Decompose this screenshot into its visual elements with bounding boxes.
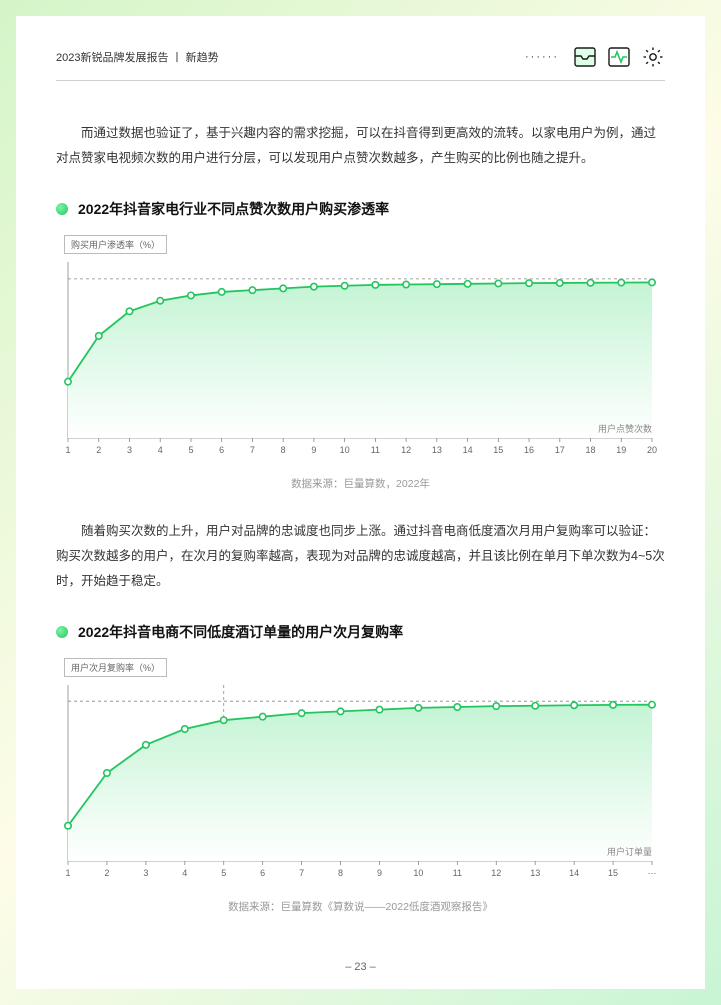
svg-text:13: 13 — [530, 868, 540, 878]
chart1-source: 数据来源：巨量算数，2022年 — [56, 476, 665, 491]
chart2: 用户次月复购率（%） 123456789101112131415···用户订单量 — [56, 658, 665, 889]
svg-text:4: 4 — [182, 868, 187, 878]
svg-text:5: 5 — [188, 445, 193, 455]
svg-text:5: 5 — [221, 868, 226, 878]
svg-text:3: 3 — [143, 868, 148, 878]
header-title: 2023新锐品牌发展报告 丨 新趋势 — [56, 49, 219, 65]
chart1-y-label: 购买用户渗透率（%） — [64, 235, 167, 254]
header-dots: ······ — [525, 51, 559, 63]
chart2-title-row: 2022年抖音电商不同低度酒订单量的用户次月复购率 — [56, 622, 665, 642]
svg-text:1: 1 — [65, 868, 70, 878]
chart1-svg: 1234567891011121314151617181920用户点赞次数 — [56, 256, 664, 466]
svg-text:15: 15 — [493, 445, 503, 455]
svg-text:···: ··· — [648, 868, 657, 878]
svg-text:6: 6 — [219, 445, 224, 455]
chart2-title: 2022年抖音电商不同低度酒订单量的用户次月复购率 — [78, 622, 403, 642]
svg-text:8: 8 — [281, 445, 286, 455]
svg-text:3: 3 — [127, 445, 132, 455]
svg-text:17: 17 — [555, 445, 565, 455]
chart2-source: 数据来源：巨量算数《算数说——2022低度酒观察报告》 — [56, 899, 665, 914]
svg-text:11: 11 — [453, 868, 462, 878]
svg-text:20: 20 — [647, 445, 657, 455]
svg-text:14: 14 — [463, 445, 473, 455]
page-header: 2023新锐品牌发展报告 丨 新趋势 ······ — [56, 46, 665, 81]
svg-text:15: 15 — [608, 868, 618, 878]
svg-text:4: 4 — [158, 445, 163, 455]
paragraph-1: 而通过数据也验证了，基于兴趣内容的需求挖掘，可以在抖音得到更高效的流转。以家电用… — [56, 121, 665, 171]
chart2-y-label: 用户次月复购率（%） — [64, 658, 167, 677]
svg-text:用户点赞次数: 用户点赞次数 — [598, 423, 652, 434]
pulse-icon — [607, 46, 631, 68]
svg-text:用户订单量: 用户订单量 — [607, 846, 652, 857]
svg-text:2: 2 — [104, 868, 109, 878]
chart1-title: 2022年抖音家电行业不同点赞次数用户购买渗透率 — [78, 199, 389, 219]
svg-text:12: 12 — [401, 445, 411, 455]
paragraph-2: 随着购买次数的上升，用户对品牌的忠诚度也同步上涨。通过抖音电商低度酒次月用户复购… — [56, 519, 665, 594]
bullet-icon — [56, 626, 68, 638]
svg-text:10: 10 — [340, 445, 350, 455]
svg-text:10: 10 — [413, 868, 423, 878]
svg-text:9: 9 — [377, 868, 382, 878]
svg-text:2: 2 — [96, 445, 101, 455]
bullet-icon — [56, 203, 68, 215]
chart1: 购买用户渗透率（%） 12345678910111213141516171819… — [56, 235, 665, 466]
svg-text:16: 16 — [524, 445, 534, 455]
chart2-svg: 123456789101112131415···用户订单量 — [56, 679, 664, 889]
svg-text:13: 13 — [432, 445, 442, 455]
svg-text:18: 18 — [586, 445, 596, 455]
page-number: – 23 – — [16, 961, 705, 973]
header-icons: ······ — [525, 46, 665, 68]
svg-text:9: 9 — [311, 445, 316, 455]
svg-text:14: 14 — [569, 868, 579, 878]
svg-text:11: 11 — [371, 445, 380, 455]
page: 2023新锐品牌发展报告 丨 新趋势 ······ — [16, 16, 705, 989]
svg-text:7: 7 — [299, 868, 304, 878]
gear-icon — [641, 46, 665, 68]
chart1-title-row: 2022年抖音家电行业不同点赞次数用户购买渗透率 — [56, 199, 665, 219]
svg-text:8: 8 — [338, 868, 343, 878]
svg-text:12: 12 — [491, 868, 501, 878]
svg-text:7: 7 — [250, 445, 255, 455]
svg-text:19: 19 — [616, 445, 626, 455]
inbox-icon — [573, 46, 597, 68]
svg-text:6: 6 — [260, 868, 265, 878]
svg-text:1: 1 — [65, 445, 70, 455]
